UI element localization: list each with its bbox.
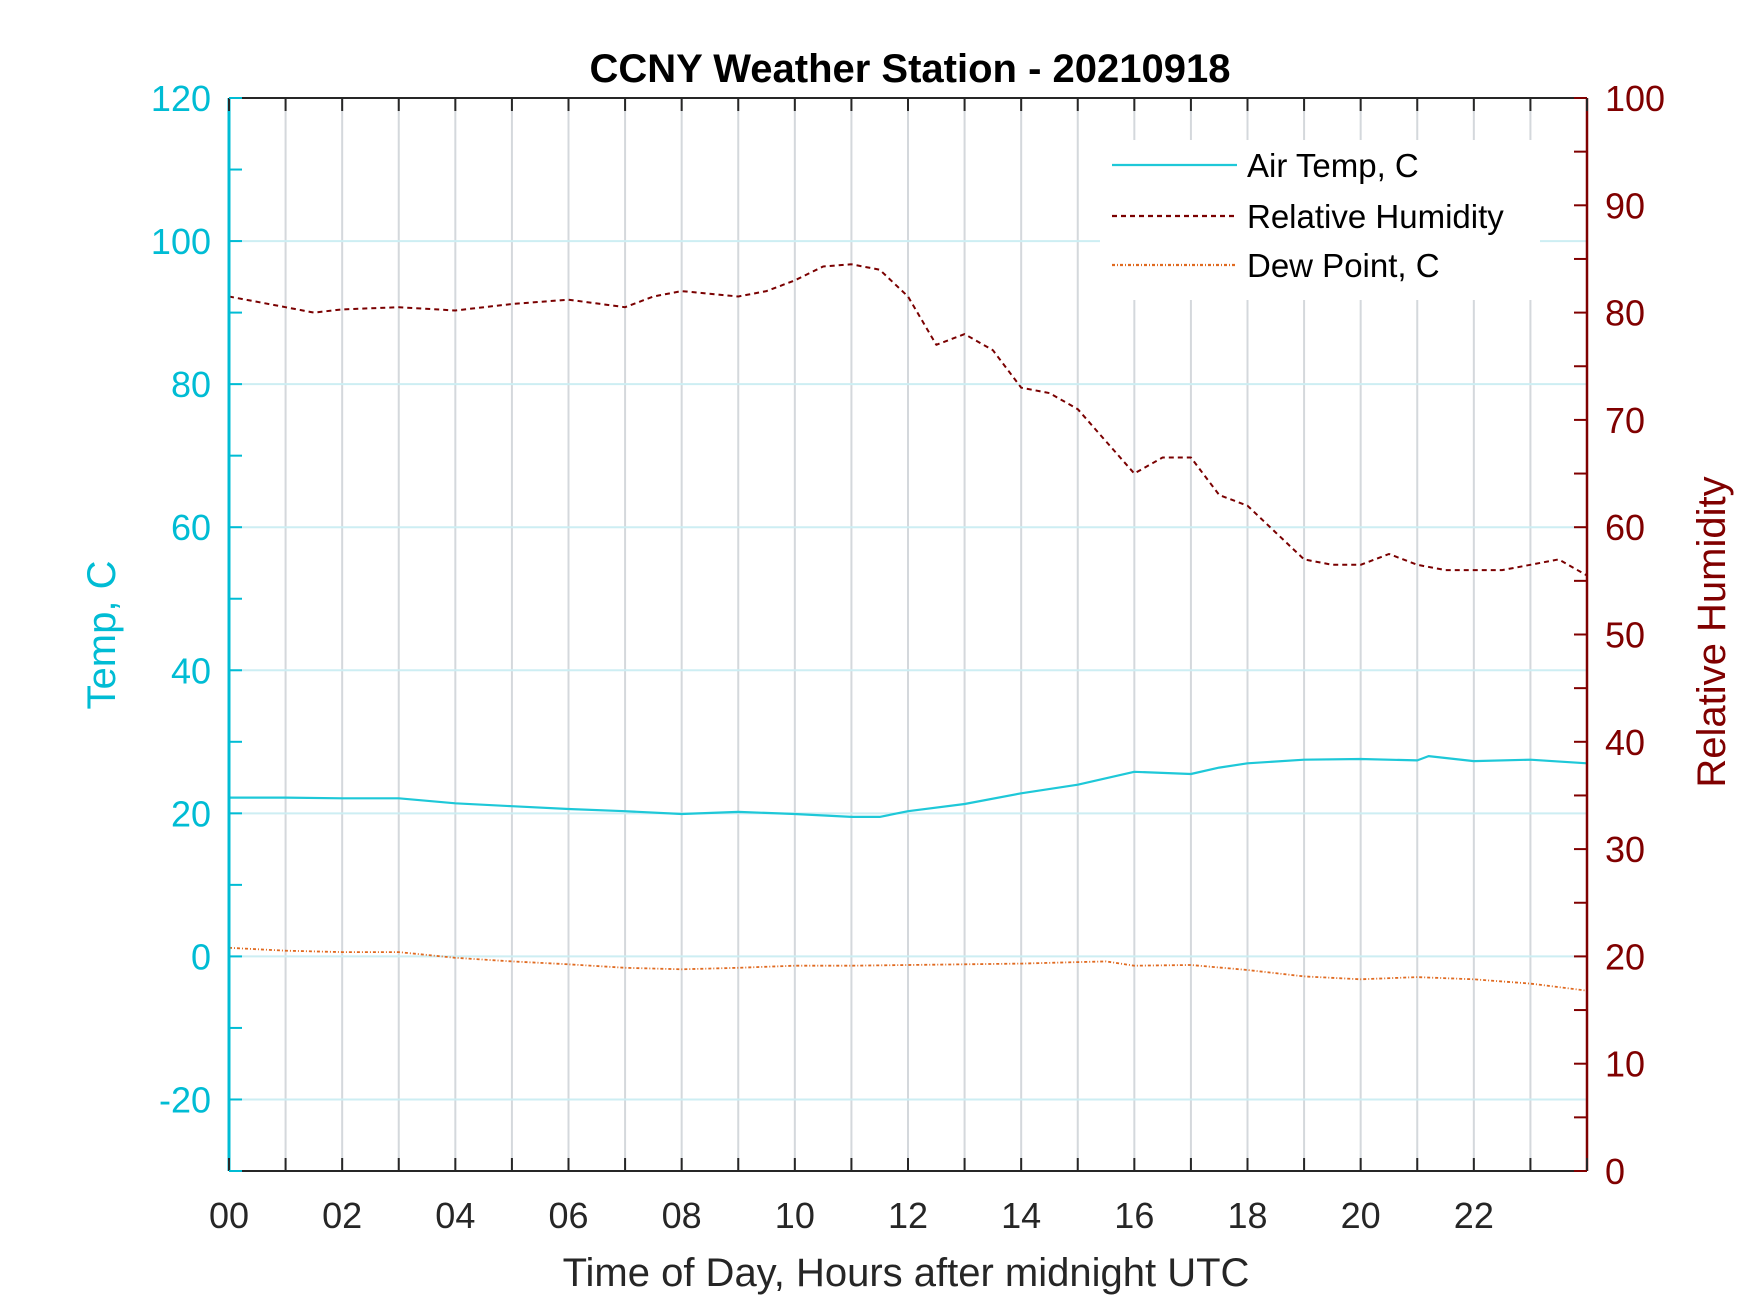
y-right-tick-label: 70 bbox=[1605, 400, 1645, 441]
series-line-air-temp-c bbox=[229, 754, 1588, 819]
legend-label-air-temp: Air Temp, C bbox=[1247, 147, 1419, 184]
y-right-tick-label: 10 bbox=[1605, 1044, 1645, 1085]
y-left-tick-label: 20 bbox=[171, 793, 211, 834]
y-right-tick-label: 80 bbox=[1605, 293, 1645, 334]
series-layer bbox=[228, 263, 1588, 992]
x-tick-label: 22 bbox=[1454, 1195, 1494, 1236]
y-right-tick-label: 20 bbox=[1605, 936, 1645, 977]
legend-label-relative-humidity: Relative Humidity bbox=[1247, 198, 1504, 235]
x-tick-label: 08 bbox=[662, 1195, 702, 1236]
x-tick-label: 04 bbox=[435, 1195, 475, 1236]
y-right-tick-label: 40 bbox=[1605, 722, 1645, 763]
y-right-tick-label: 100 bbox=[1605, 78, 1665, 119]
y-right-tick-label: 90 bbox=[1605, 185, 1645, 226]
x-tick-label: 16 bbox=[1114, 1195, 1154, 1236]
x-tick-label: 00 bbox=[209, 1195, 249, 1236]
legend-background bbox=[1100, 140, 1540, 300]
chart-title: CCNY Weather Station - 20210918 bbox=[590, 47, 1231, 91]
y-left-tick-label: 40 bbox=[171, 650, 211, 691]
y-left-tick-label: 80 bbox=[171, 364, 211, 405]
x-tick-label: 02 bbox=[322, 1195, 362, 1236]
y-left-tick-label: 60 bbox=[171, 507, 211, 548]
y-right-tick-label: 30 bbox=[1605, 829, 1645, 870]
grid bbox=[229, 97, 1587, 1171]
x-tick-label: 06 bbox=[548, 1195, 588, 1236]
y-left-tick-label: 0 bbox=[191, 936, 211, 977]
y-right-tick-label: 60 bbox=[1605, 507, 1645, 548]
x-tick-label: 14 bbox=[1001, 1195, 1041, 1236]
tick-labels: 00 02 04 06 08 10 12 14 16 18 20 22-200204060801001… bbox=[151, 78, 1665, 1236]
x-tick-label: 18 bbox=[1227, 1195, 1267, 1236]
legend: Air Temp, C Relative Humidity Dew Point,… bbox=[1100, 140, 1540, 300]
y-left-tick-label: -20 bbox=[159, 1079, 211, 1120]
y-right-tick-label: 50 bbox=[1605, 615, 1645, 656]
x-tick-label: 10 bbox=[775, 1195, 815, 1236]
x-tick-label: 12 bbox=[888, 1195, 928, 1236]
y-axis-label-right: Relative Humidity bbox=[1690, 476, 1734, 787]
y-left-tick-label: 100 bbox=[151, 221, 211, 262]
x-axis-label: Time of Day, Hours after midnight UTC bbox=[563, 1251, 1250, 1295]
legend-label-dew-point: Dew Point, C bbox=[1247, 247, 1440, 284]
axes bbox=[227, 97, 1589, 1172]
y-right-tick-label: 0 bbox=[1605, 1151, 1625, 1192]
y-axis-label-left: Temp, C bbox=[80, 561, 124, 710]
x-tick-label: 20 bbox=[1341, 1195, 1381, 1236]
y-left-tick-label: 120 bbox=[151, 78, 211, 119]
